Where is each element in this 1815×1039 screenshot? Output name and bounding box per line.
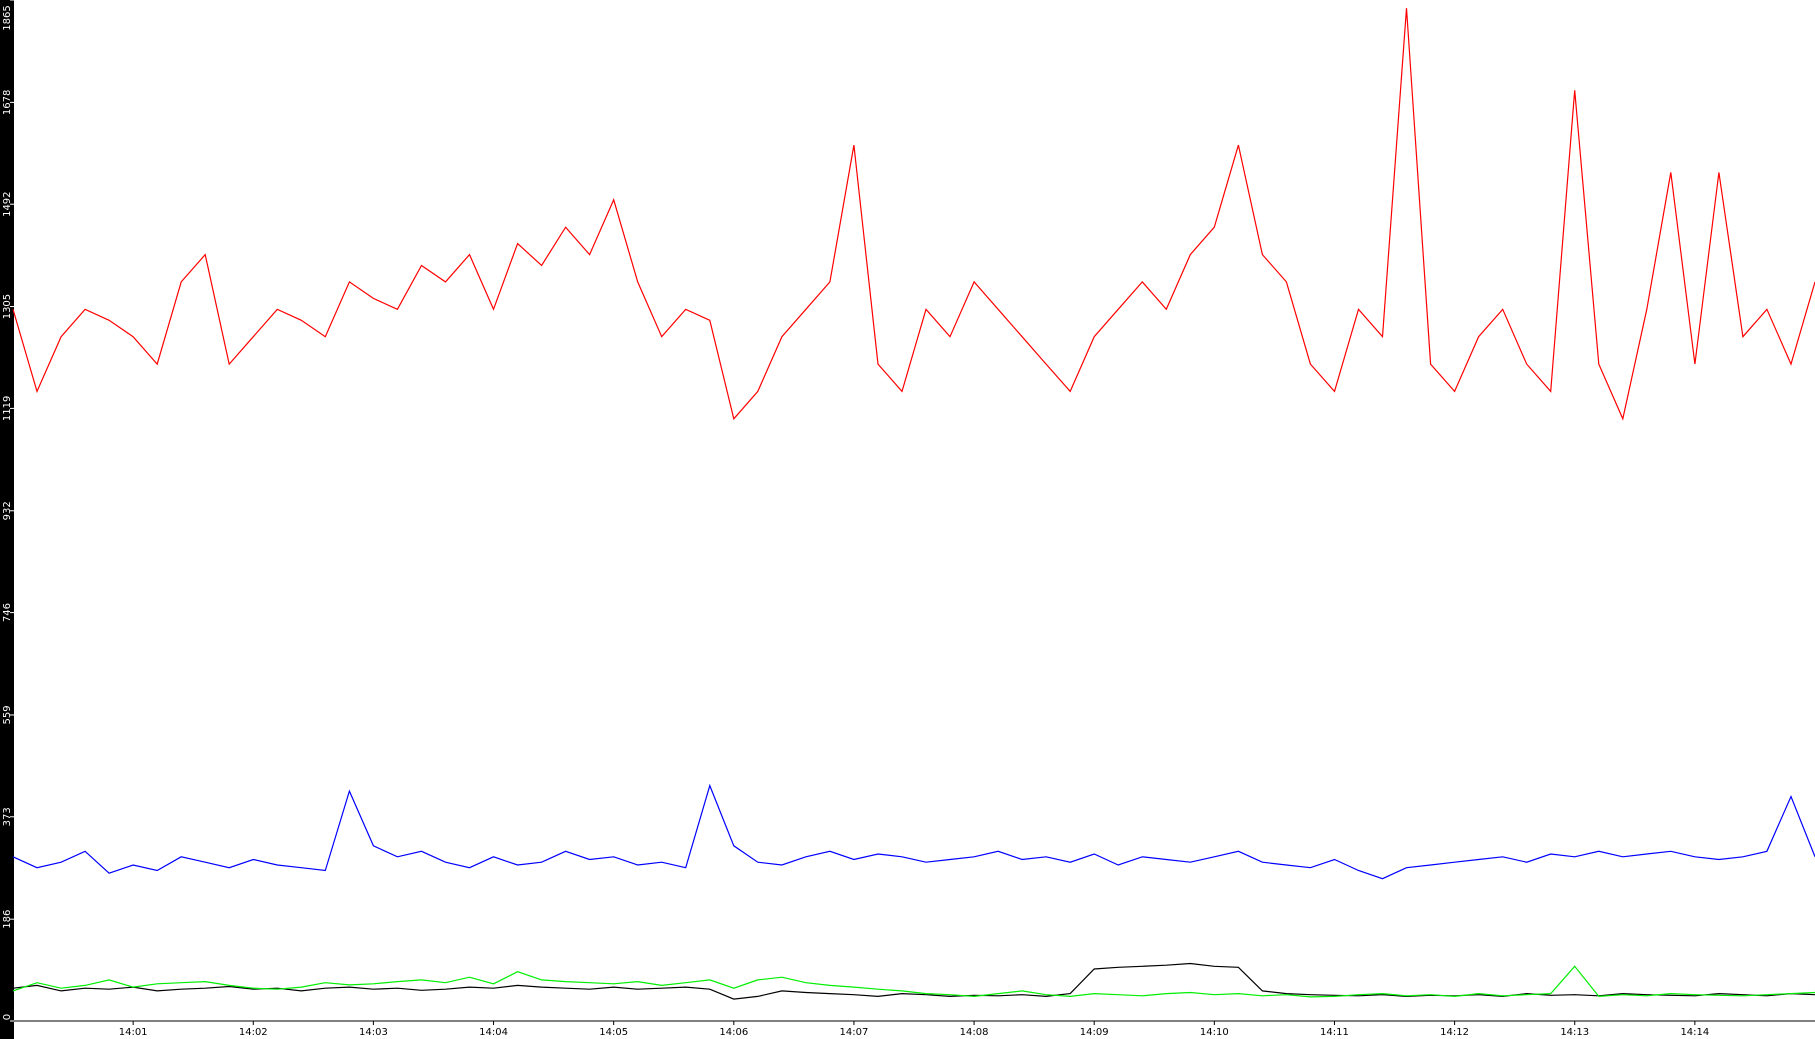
x-tick-label: 14:13 xyxy=(1560,1027,1589,1038)
x-tick-label: 14:06 xyxy=(719,1027,748,1038)
y-tick-label: 186 xyxy=(2,910,13,929)
series-line xyxy=(12,8,1815,421)
x-tick-label: 14:04 xyxy=(479,1027,508,1038)
series-line xyxy=(12,783,1815,880)
x-tick-label: 14:08 xyxy=(960,1027,989,1038)
x-tick-label: 14:01 xyxy=(119,1027,148,1038)
x-tick-label: 14:02 xyxy=(239,1027,268,1038)
y-tick-label: 373 xyxy=(2,807,13,826)
x-tick-label: 14:07 xyxy=(840,1027,869,1038)
x-tick-label: 14:14 xyxy=(1680,1027,1709,1038)
y-tick-label: 1119 xyxy=(2,396,13,421)
y-tick-label: 1865 xyxy=(2,5,13,30)
y-tick-label: 559 xyxy=(2,705,13,724)
y-tick-label: 1305 xyxy=(2,294,13,319)
x-tick-label: 14:12 xyxy=(1440,1027,1469,1038)
x-tick-label: 14:11 xyxy=(1320,1027,1349,1038)
y-tick-label: 1678 xyxy=(2,90,13,115)
x-tick-label: 14:05 xyxy=(599,1027,628,1038)
y-tick-label: 746 xyxy=(2,603,13,622)
y-tick-label: 1492 xyxy=(2,191,13,216)
x-tick-label: 14:09 xyxy=(1080,1027,1109,1038)
y-tick-label: 932 xyxy=(2,501,13,520)
y-tick-label: 0 xyxy=(2,1014,13,1020)
x-tick-label: 14:10 xyxy=(1200,1027,1229,1038)
series-line xyxy=(12,965,1815,998)
y-axis-strip xyxy=(0,0,14,1039)
x-tick-label: 14:03 xyxy=(359,1027,388,1038)
